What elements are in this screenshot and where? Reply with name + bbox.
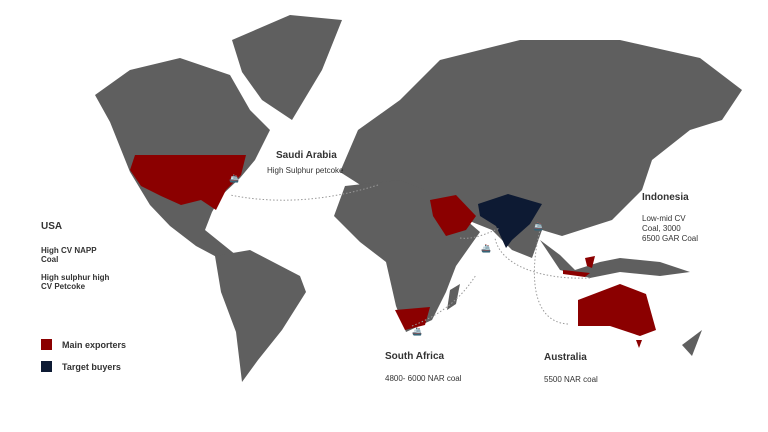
australia-desc: 5500 NAR coal bbox=[544, 375, 598, 384]
australia-exporter bbox=[578, 284, 656, 336]
saudi-desc: High Sulphur petcoke bbox=[267, 166, 344, 175]
indonesia-line3: 6500 GAR Coal bbox=[642, 234, 699, 243]
usa-line3: High sulphur high bbox=[41, 273, 110, 282]
legend-main-exporters: Main exporters bbox=[41, 339, 126, 350]
indonesia-line1: Low-mid CV bbox=[642, 214, 686, 223]
southeast-asia-islands bbox=[540, 240, 690, 278]
ship-icon: 🚢 bbox=[533, 222, 543, 231]
south-africa-desc: 4800- 6000 NAR coal bbox=[385, 374, 462, 383]
legend-swatch-buyers bbox=[41, 361, 52, 372]
south-africa-title: South Africa bbox=[385, 351, 445, 362]
legend-swatch-exporters bbox=[41, 339, 52, 350]
legend-target-buyers: Target buyers bbox=[41, 361, 121, 372]
ship-icon: 🚢 bbox=[229, 174, 239, 183]
australia-title: Australia bbox=[544, 352, 587, 363]
route-saudi-usa bbox=[229, 184, 379, 201]
indonesia-exporter bbox=[563, 270, 590, 277]
indonesia-sulawesi-exporter bbox=[585, 256, 595, 268]
usa-line4: CV Petcoke bbox=[41, 282, 86, 291]
india-buyer bbox=[478, 194, 542, 248]
saudi-arabia-exporter bbox=[430, 195, 476, 236]
ship-icon: 🚢 bbox=[412, 327, 422, 336]
madagascar bbox=[447, 284, 460, 310]
legend-label: Main exporters bbox=[62, 339, 127, 350]
route-southafrica-india bbox=[411, 274, 477, 327]
route-saudi-india bbox=[459, 227, 501, 239]
usa-exporter bbox=[130, 155, 246, 210]
south-america bbox=[215, 250, 306, 382]
legend-label: Target buyers bbox=[62, 361, 121, 372]
indonesia-title: Indonesia bbox=[642, 192, 689, 203]
saudi-title: Saudi Arabia bbox=[276, 150, 337, 161]
greenland bbox=[232, 15, 342, 120]
ship-icon: 🚢 bbox=[481, 244, 491, 253]
route-australia-india bbox=[533, 229, 569, 325]
new-zealand bbox=[682, 330, 702, 356]
usa-line2: Coal bbox=[41, 255, 59, 264]
eurasia bbox=[340, 40, 742, 258]
usa-line1: High CV NAPP bbox=[41, 246, 97, 255]
tasmania-exporter bbox=[636, 340, 642, 348]
south-africa-exporter bbox=[395, 307, 430, 330]
indonesia-line2: Coal, 3000 bbox=[642, 224, 681, 233]
usa-title: USA bbox=[41, 221, 63, 232]
route-indonesia-india bbox=[494, 237, 591, 279]
